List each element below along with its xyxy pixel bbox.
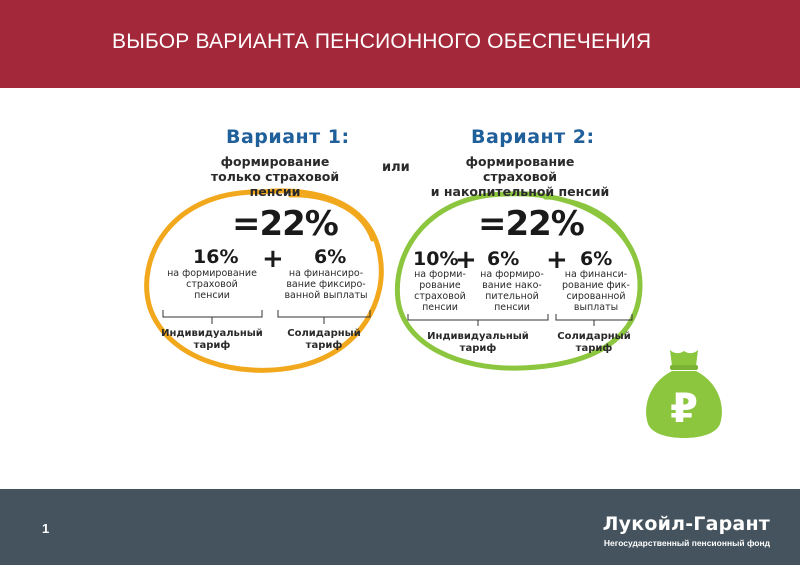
variant1-tariff-solidary: Солидарный тариф	[287, 328, 361, 351]
footer-bar: 1 Лукойл-Гарант Негосударственный пенсио…	[0, 489, 800, 565]
variant2-desc-insurance: на форми- рование страховой пенсии	[414, 269, 466, 313]
variant2-bracket-individual	[407, 314, 549, 326]
variant1-bracket-solidary	[277, 310, 371, 324]
variant1-tariff-individual: Индивидуальный тариф	[161, 328, 263, 351]
variant2-total: =22%	[478, 204, 585, 244]
variant2-desc-line2: и накопительной пенсий	[430, 184, 610, 199]
variant2-pct-funded: 6%	[487, 248, 520, 270]
variant2-description: формирование страховой и накопительной п…	[428, 154, 612, 199]
variant1-plus: +	[262, 244, 284, 274]
variant2-desc-funded: на формиро- вание нако- пительной пенсии	[480, 269, 544, 313]
brand-logo-text: Лукойл-Гарант	[602, 513, 770, 535]
variant2-pct-fixed: 6%	[580, 248, 613, 270]
variant2-desc-fixed: на финанси- рование фик- сированной выпл…	[562, 269, 630, 313]
variant1-desc-line2: только страховой пенсии	[210, 169, 340, 199]
page-number: 1	[42, 521, 50, 536]
brand-subtitle: Негосударственный пенсионный фонд	[603, 538, 770, 548]
variant1-description: формирование только страховой пенсии	[190, 154, 360, 199]
variant1-heading: Вариант 1:	[226, 126, 350, 148]
page-title: ВЫБОР ВАРИАНТА ПЕНСИОННОГО ОБЕСПЕЧЕНИЯ	[112, 30, 652, 53]
variant2-tariff-solidary: Солидарный тариф	[557, 331, 631, 354]
variant2-bracket-solidary	[555, 314, 633, 326]
variant1-desc-insurance: на формирование страховой пенсии	[167, 268, 257, 301]
variant2-desc-line1: формирование страховой	[465, 154, 575, 184]
variant2-pct-insurance: 10%	[413, 248, 459, 270]
variant2-plus-1: +	[455, 245, 477, 275]
separator-or: или	[382, 160, 410, 175]
variant1-pct-insurance: 16%	[193, 246, 239, 268]
variant2-heading: Вариант 2:	[471, 126, 595, 148]
ruble-symbol: ₽	[670, 386, 698, 432]
variant1-desc-fixed: на финансиро- вание фиксиро- ванной выпл…	[284, 268, 368, 301]
money-bag-ruble-icon: ₽	[646, 350, 722, 438]
variant2-tariff-individual: Индивидуальный тариф	[427, 331, 529, 354]
variant2-plus-2: +	[546, 245, 568, 275]
variant1-desc-line1: формирование	[220, 154, 330, 169]
variant1-pct-fixed: 6%	[314, 246, 347, 268]
header-bar: ВЫБОР ВАРИАНТА ПЕНСИОННОГО ОБЕСПЕЧЕНИЯ	[0, 0, 800, 88]
variant1-total: =22%	[232, 204, 339, 244]
variant1-bracket-individual	[162, 310, 263, 324]
